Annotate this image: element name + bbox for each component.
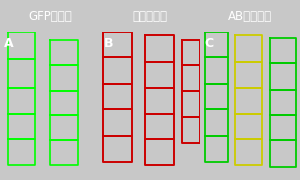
Text: B: B <box>104 37 113 50</box>
Text: AB合成画像: AB合成画像 <box>228 10 272 23</box>
Text: GFP蛍光像: GFP蛍光像 <box>28 10 72 23</box>
Text: A: A <box>4 37 14 50</box>
Text: 細胞膜染色: 細胞膜染色 <box>133 10 167 23</box>
Text: C: C <box>204 37 213 50</box>
